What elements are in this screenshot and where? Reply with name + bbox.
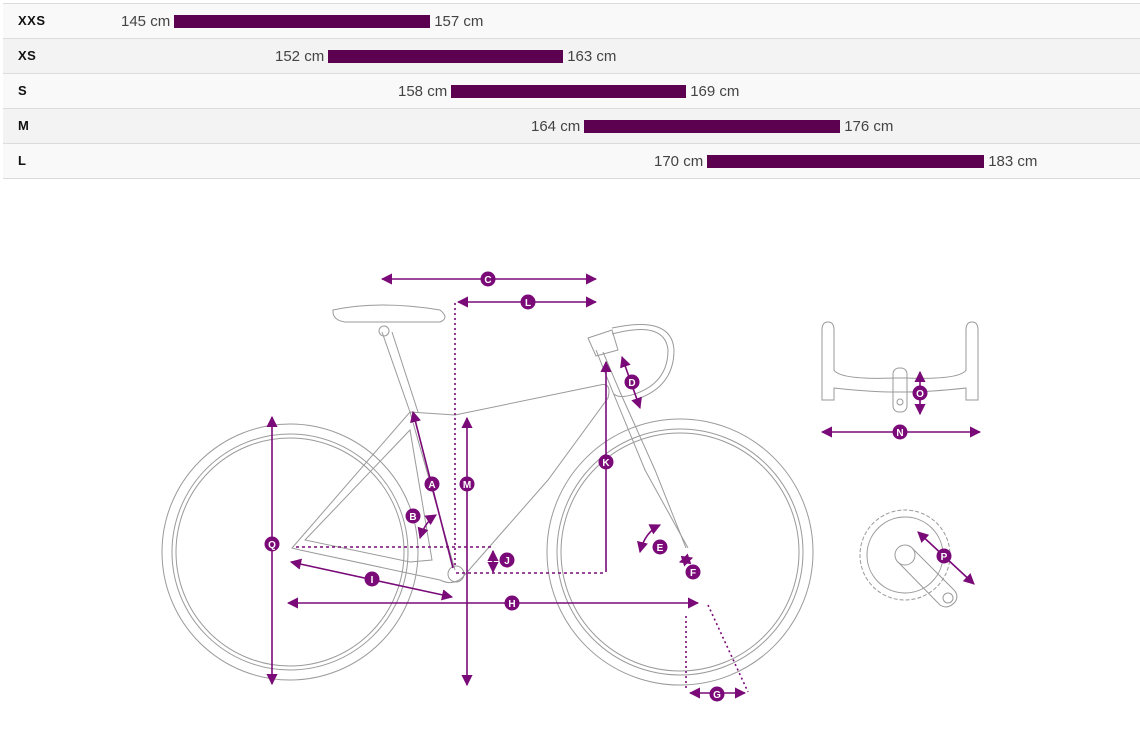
range-bar <box>328 49 564 63</box>
max-height: 163 cm <box>567 47 617 65</box>
svg-text:G: G <box>713 690 721 701</box>
height-range: 152 cm 163 cm <box>275 39 616 73</box>
bike-geometry-diagram: C L D A M K B Q E J F I H G O N P <box>161 271 982 702</box>
svg-text:K: K <box>602 458 610 469</box>
size-range-table: XXS 145 cm 157 cm XS 152 cm 163 cm S 158… <box>3 3 1140 179</box>
max-height: 183 cm <box>988 152 1038 170</box>
svg-text:J: J <box>504 556 510 567</box>
svg-text:P: P <box>941 552 948 563</box>
svg-text:I: I <box>371 575 374 586</box>
marker-o: O <box>912 385 928 401</box>
marker-j: J <box>499 552 515 568</box>
svg-text:L: L <box>525 298 531 309</box>
range-bar <box>707 154 985 168</box>
range-bar <box>451 84 687 98</box>
size-row-s: S 158 cm 169 cm <box>3 73 1140 108</box>
max-height: 176 cm <box>844 117 894 135</box>
max-height: 169 cm <box>690 82 740 100</box>
min-height: 164 cm <box>531 117 581 135</box>
size-label: M <box>18 118 30 133</box>
marker-l: L <box>520 294 536 310</box>
marker-c: C <box>480 271 496 287</box>
min-height: 152 cm <box>275 47 325 65</box>
marker-m: M <box>459 476 475 492</box>
marker-e: E <box>652 539 668 555</box>
marker-h: H <box>504 595 520 611</box>
svg-text:N: N <box>896 428 903 439</box>
range-bar <box>584 119 841 133</box>
svg-text:C: C <box>484 275 491 286</box>
svg-text:H: H <box>508 599 515 610</box>
min-height: 170 cm <box>654 152 704 170</box>
svg-text:Q: Q <box>268 540 276 551</box>
marker-g: G <box>709 686 725 702</box>
marker-a: A <box>424 476 440 492</box>
size-label: XXS <box>18 13 46 28</box>
size-label: XS <box>18 48 37 63</box>
svg-text:F: F <box>690 568 696 579</box>
marker-f: F <box>685 564 701 580</box>
svg-text:D: D <box>628 378 635 389</box>
max-height: 157 cm <box>434 12 484 30</box>
marker-b: B <box>405 508 421 524</box>
size-row-xs: XS 152 cm 163 cm <box>3 38 1140 73</box>
svg-text:E: E <box>657 543 664 554</box>
size-label: L <box>18 153 27 168</box>
dimension-markers: C L D A M K B Q E J F I H G O N P <box>264 271 952 702</box>
svg-text:B: B <box>409 512 416 523</box>
size-row-l: L 170 cm 183 cm <box>3 143 1140 179</box>
marker-q: Q <box>264 536 280 552</box>
size-label: S <box>18 83 28 98</box>
height-range: 170 cm 183 cm <box>654 144 1037 178</box>
height-range: 158 cm 169 cm <box>398 74 739 108</box>
svg-text:M: M <box>463 480 471 491</box>
svg-text:O: O <box>916 389 924 400</box>
height-range: 145 cm 157 cm <box>121 4 483 38</box>
marker-d: D <box>624 374 640 390</box>
min-height: 158 cm <box>398 82 448 100</box>
marker-k: K <box>598 454 614 470</box>
marker-i: I <box>364 571 380 587</box>
svg-text:A: A <box>428 480 435 491</box>
min-height: 145 cm <box>121 12 171 30</box>
bike-outline <box>161 304 979 686</box>
height-range: 164 cm 176 cm <box>531 109 893 143</box>
size-row-xxs: XXS 145 cm 157 cm <box>3 3 1140 38</box>
range-bar <box>174 14 431 28</box>
marker-n: N <box>892 424 908 440</box>
marker-p: P <box>936 548 952 564</box>
size-row-m: M 164 cm 176 cm <box>3 108 1140 143</box>
